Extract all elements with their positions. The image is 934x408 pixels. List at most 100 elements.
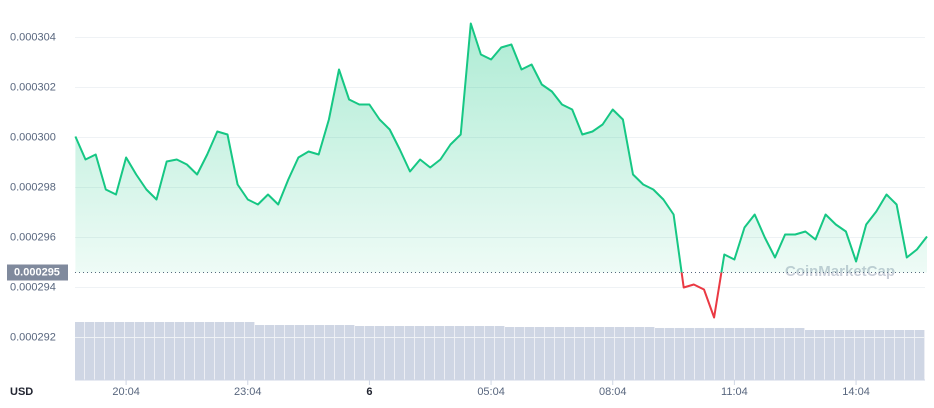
x-tick-label: 23:04 xyxy=(234,386,262,398)
x-tick-label: 6 xyxy=(366,386,372,398)
volume-bar xyxy=(655,328,665,380)
y-tick-label: 0.000302 xyxy=(10,81,56,93)
volume-bar xyxy=(715,328,725,380)
volume-bar xyxy=(915,330,925,380)
volume-bar xyxy=(765,328,775,380)
y-tick-label: 0.000296 xyxy=(10,231,56,243)
volume-bar xyxy=(855,330,865,380)
x-tick-label: 08:04 xyxy=(599,386,627,398)
volume-bar xyxy=(165,322,175,380)
volume-bar xyxy=(675,328,685,380)
x-tick-label: 05:04 xyxy=(477,386,505,398)
reference-box xyxy=(7,264,68,281)
volume-bar xyxy=(315,325,325,380)
price-line xyxy=(74,22,928,273)
volume-bar xyxy=(95,322,105,380)
volume-bar xyxy=(575,327,585,380)
volume-bar xyxy=(555,327,565,380)
x-tick-label: 11:04 xyxy=(721,386,748,398)
volume-bar xyxy=(545,327,555,380)
volume-bar xyxy=(395,326,405,380)
volume-bar xyxy=(295,325,305,380)
volume-bar xyxy=(795,328,805,380)
volume-bar xyxy=(745,328,755,380)
volume-bar xyxy=(515,327,525,380)
volume-bar xyxy=(325,325,335,380)
volume-bar xyxy=(815,330,825,380)
volume-bar xyxy=(835,330,845,380)
y-tick-label: 0.000298 xyxy=(10,181,56,193)
volume-bar xyxy=(905,330,915,380)
volume-bar xyxy=(695,328,705,380)
volume-bar xyxy=(755,328,765,380)
volume-bar xyxy=(595,327,605,380)
currency-label: USD xyxy=(10,386,33,398)
volume-bar xyxy=(425,326,435,380)
volume-bar xyxy=(435,326,445,380)
volume-bar xyxy=(235,322,245,380)
volume-bar xyxy=(825,330,835,380)
y-tick-label: 0.000294 xyxy=(10,281,56,293)
volume-bar xyxy=(805,330,815,380)
volume-bar xyxy=(255,325,265,380)
volume-bar xyxy=(135,322,145,380)
x-tick-label: 14:04 xyxy=(842,386,870,398)
volume-bar xyxy=(385,326,395,380)
volume-bar xyxy=(725,328,735,380)
volume-bar xyxy=(355,326,365,380)
volume-bar xyxy=(245,322,255,380)
volume-bar xyxy=(275,325,285,380)
volume-bar xyxy=(735,328,745,380)
volume-bar xyxy=(265,325,275,380)
volume-bar xyxy=(475,326,485,380)
x-tick-label: 20:04 xyxy=(112,386,140,398)
volume-bar xyxy=(75,322,85,380)
volume-bar xyxy=(525,327,535,380)
volume-bar xyxy=(865,330,875,380)
volume-bar xyxy=(785,328,795,380)
volume-bar xyxy=(335,325,345,380)
volume-bar xyxy=(615,327,625,380)
volume-bar xyxy=(645,327,655,380)
y-tick-label: 0.000304 xyxy=(10,31,56,43)
volume-bar xyxy=(345,325,355,380)
volume-bar xyxy=(605,327,615,380)
volume-bar xyxy=(845,330,855,380)
volume-bar xyxy=(85,322,95,380)
volume-bar xyxy=(375,326,385,380)
volume-bar xyxy=(775,328,785,380)
volume-bar xyxy=(465,326,475,380)
volume-bar xyxy=(185,322,195,380)
volume-bar xyxy=(155,322,165,380)
volume-bar xyxy=(225,322,235,380)
volume-bar xyxy=(495,326,505,380)
volume-bar xyxy=(635,327,645,380)
volume-bar xyxy=(195,322,205,380)
volume-bar xyxy=(405,326,415,380)
volume-bar xyxy=(125,322,135,380)
volume-bar xyxy=(665,328,675,380)
volume-bar xyxy=(415,326,425,380)
volume-bar xyxy=(445,326,455,380)
volume-bar xyxy=(585,327,595,380)
volume-bar xyxy=(215,322,225,380)
y-tick-label: 0.000300 xyxy=(10,131,56,143)
volume-bar xyxy=(885,330,895,380)
volume-bar xyxy=(505,327,515,380)
y-tick-label: 0.000292 xyxy=(10,331,56,343)
volume-bar xyxy=(455,326,465,380)
volume-bar xyxy=(685,328,695,380)
volume-bar xyxy=(625,327,635,380)
price-area xyxy=(75,23,928,273)
volume-bar xyxy=(205,322,215,380)
volume-bar xyxy=(105,322,115,380)
volume-bar xyxy=(895,330,905,380)
reference-label: 0.000295 xyxy=(14,266,60,278)
volume-bar xyxy=(565,327,575,380)
volume-bar xyxy=(115,322,125,380)
volume-bar xyxy=(285,325,295,380)
volume-bar xyxy=(175,322,185,380)
volume-bar xyxy=(485,326,495,380)
volume-bar xyxy=(705,328,715,380)
